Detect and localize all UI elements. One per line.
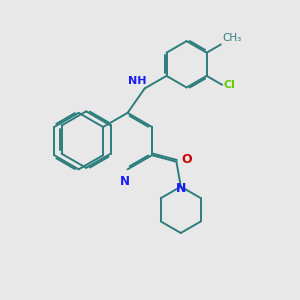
Text: CH₃: CH₃: [222, 33, 242, 43]
Text: N: N: [176, 182, 186, 195]
Text: O: O: [181, 153, 191, 166]
Text: NH: NH: [128, 76, 146, 86]
Text: Cl: Cl: [224, 80, 236, 90]
Text: N: N: [120, 175, 130, 188]
